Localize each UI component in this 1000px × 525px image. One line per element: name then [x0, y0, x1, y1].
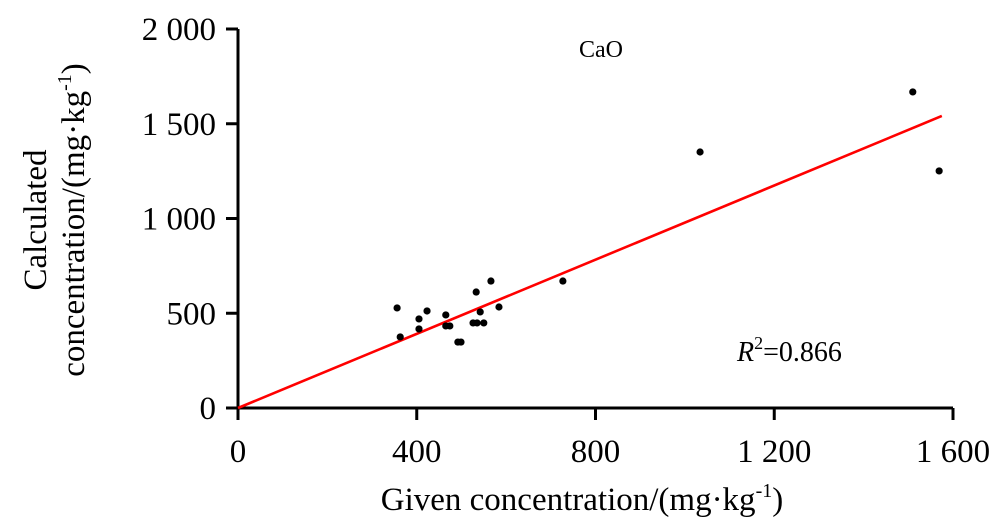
data-point	[415, 315, 423, 323]
regression-line	[237, 114, 943, 410]
data-point	[476, 308, 484, 316]
x-axis-label: Given concentration/(mg·kg-1)	[381, 480, 783, 518]
x-tick-label: 1 200	[737, 434, 811, 470]
data-point	[473, 319, 481, 327]
element-annotation: CaO	[579, 37, 623, 63]
y-tick-label: 2 000	[142, 12, 216, 48]
data-point	[472, 288, 480, 296]
r-symbol: R	[736, 337, 754, 368]
x-tick-label: 0	[230, 434, 247, 470]
x-tick-label: 400	[392, 434, 442, 470]
data-point	[393, 304, 401, 312]
data-point	[457, 338, 465, 346]
axes: 0 400 800 1 200 1 600 0 500 1 000 1 500 2 000	[142, 12, 990, 470]
x-label-main: Given concentration/(mg·kg	[381, 482, 756, 518]
data-point	[415, 325, 423, 333]
y-tick-label: 1 000	[142, 202, 216, 238]
y-tick-label: 1 500	[142, 107, 216, 143]
y-axis-label: Calculated concentration/(mg·kg-1)	[18, 63, 92, 377]
data-point	[446, 322, 454, 330]
data-point	[909, 88, 917, 96]
y-tick-label: 500	[167, 296, 217, 332]
data-point	[696, 148, 704, 156]
y-label-exp: -1	[54, 74, 76, 91]
data-point	[442, 311, 450, 319]
data-point	[495, 303, 503, 311]
data-point	[423, 307, 431, 315]
r-exponent: 2	[754, 333, 763, 353]
y-label-line1: Calculated	[18, 149, 54, 291]
data-point	[935, 167, 943, 175]
x-label-exp: -1	[756, 480, 773, 502]
y-label-tail: )	[56, 63, 92, 74]
data-point	[559, 277, 567, 285]
y-label-main: concentration/(mg·kg	[56, 91, 92, 377]
r-value: =0.866	[763, 337, 842, 368]
data-point	[480, 319, 488, 327]
data-point	[396, 333, 404, 341]
fit-line-group	[237, 114, 943, 410]
data-point	[487, 277, 495, 285]
data-points	[393, 88, 943, 346]
y-label-line2: concentration/(mg·kg-1)	[54, 63, 92, 377]
r-squared-label: R2=0.866	[736, 333, 842, 368]
x-tick-label: 1 600	[916, 434, 990, 470]
y-tick-label: 0	[200, 391, 217, 427]
x-tick-label: 800	[571, 434, 621, 470]
x-label-tail: )	[772, 482, 783, 518]
